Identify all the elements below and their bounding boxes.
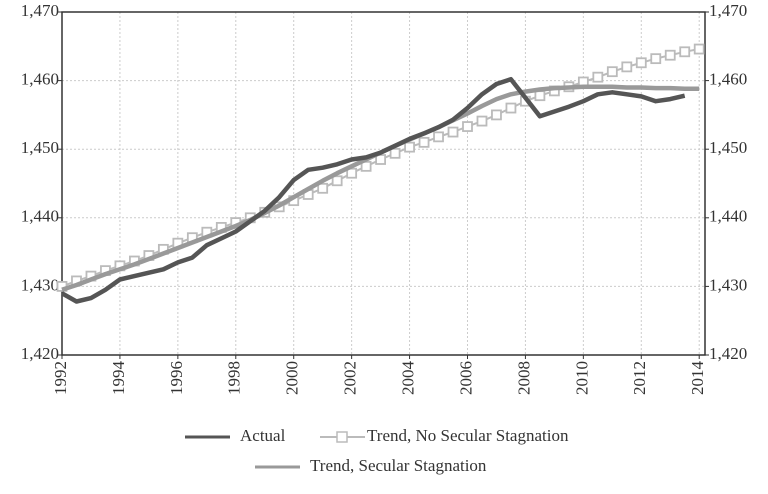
x-tick-label: 2008 <box>514 361 533 395</box>
x-tick-label: 2010 <box>572 361 591 395</box>
marker <box>534 90 546 102</box>
legend-label: Trend, Secular Stagnation <box>310 456 487 475</box>
x-tick-label: 1996 <box>167 361 186 395</box>
y2-tick-label: 1,420 <box>709 344 747 363</box>
y2-tick-label: 1,430 <box>709 275 747 294</box>
marker <box>447 126 459 138</box>
plot-frame <box>61 11 706 356</box>
marker <box>389 147 401 159</box>
y2-tick-label: 1,450 <box>709 138 747 157</box>
legend-marker <box>336 431 348 443</box>
x-tick-label: 2012 <box>630 361 649 395</box>
y2-tick-label: 1,440 <box>709 207 747 226</box>
marker <box>462 121 473 132</box>
marker <box>679 46 691 58</box>
legend-label: Actual <box>240 426 286 445</box>
x-tick-label: 2004 <box>398 361 417 396</box>
marker <box>433 131 444 143</box>
marker <box>693 43 705 55</box>
marker <box>331 175 343 187</box>
x-tick-label: 2002 <box>341 361 360 395</box>
y-tick-label: 1,450 <box>21 138 59 157</box>
marker <box>635 57 647 69</box>
marker <box>505 102 517 114</box>
marker <box>491 109 502 121</box>
x-tick-label: 2006 <box>456 361 475 395</box>
marker <box>621 61 633 73</box>
marker <box>317 182 329 194</box>
x-tick-label: 1992 <box>51 361 70 395</box>
y-tick-label: 1,420 <box>21 344 59 363</box>
y-tick-label: 1,440 <box>21 207 59 226</box>
y-tick-label: 1,430 <box>21 275 59 294</box>
x-tick-label: 1998 <box>225 361 244 395</box>
marker <box>418 136 430 148</box>
marker <box>664 49 676 61</box>
y2-tick-label: 1,470 <box>709 1 747 20</box>
x-tick-label: 2014 <box>688 361 707 396</box>
marker <box>650 53 662 65</box>
series-line <box>60 76 686 304</box>
marker <box>606 66 618 78</box>
x-tick-label: 2000 <box>283 361 302 395</box>
marker <box>592 71 604 83</box>
y2-tick-label: 1,460 <box>709 70 747 89</box>
y-tick-label: 1,470 <box>21 1 59 20</box>
x-tick-label: 1994 <box>109 361 128 396</box>
marker <box>404 141 415 153</box>
y-tick-label: 1,460 <box>21 70 59 89</box>
legend-label: Trend, No Secular Stagnation <box>367 426 569 445</box>
marker <box>476 115 488 127</box>
plot-background <box>62 12 705 355</box>
